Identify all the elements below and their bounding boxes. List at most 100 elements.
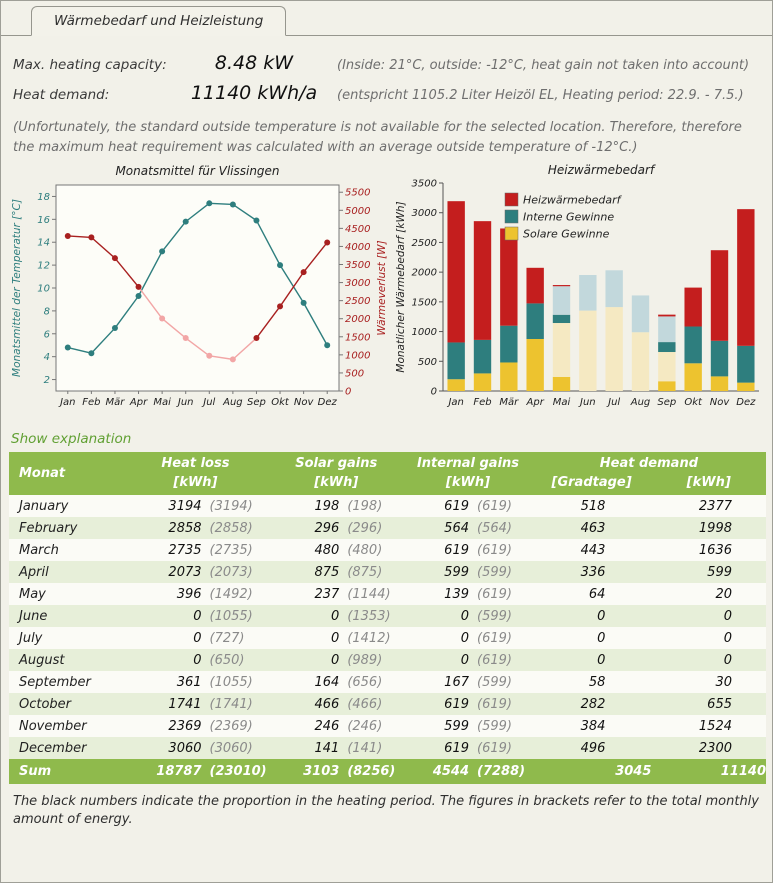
svg-text:3500: 3500 <box>345 260 370 271</box>
cell-gradtage: 463 <box>580 521 606 536</box>
svg-text:Jul: Jul <box>606 397 620 408</box>
demand-note: (entspricht 1105.2 Liter Heizöl EL, Heat… <box>337 88 744 103</box>
svg-text:1000: 1000 <box>411 327 436 338</box>
legend-label: Interne Gewinne <box>523 211 614 224</box>
table-row: November 2369 (2369) 246 (246) 599 (599) 384 152… <box>9 715 766 737</box>
unit-gradtage: [Gradtage] <box>531 475 652 495</box>
svg-text:Jan: Jan <box>446 397 463 408</box>
svg-text:Apr: Apr <box>129 397 148 408</box>
legend-swatch <box>504 209 518 224</box>
cell-demand: 2377 <box>698 499 732 514</box>
cell-loss-bracket: (727) <box>209 631 245 646</box>
sum-loss: 18787 <box>122 759 202 784</box>
sum-solar-bracket: (8256) <box>339 759 405 784</box>
sum-gradtage: 3045 <box>531 759 652 784</box>
cell-internal: 0 <box>460 653 469 668</box>
sum-solar: 3103 <box>268 759 340 784</box>
svg-text:Wärmeverlust [W]: Wärmeverlust [W] <box>376 240 388 335</box>
table-unit-header-row: [kWh] [kWh] [kWh] [Gradtage] [kWh] <box>9 475 766 495</box>
cell-solar-bracket: (1144) <box>347 587 391 602</box>
cell-internal-bracket: (599) <box>477 675 512 690</box>
cell-solar-bracket: (1412) <box>347 631 391 646</box>
demand-label: Heat demand: <box>13 87 110 103</box>
cell-gradtage: 0 <box>597 653 606 668</box>
cell-month: July <box>19 631 43 646</box>
col-header-monat: Monat <box>9 452 123 495</box>
cell-month: April <box>19 565 49 580</box>
svg-text:Mär: Mär <box>499 397 519 408</box>
cell-demand: 20 <box>715 587 732 602</box>
cell-solar-bracket: (875) <box>347 565 383 580</box>
table-row: April 2073 (2073) 875 (875) 599 (599) 336 599 <box>9 561 766 583</box>
cell-loss: 2369 <box>168 719 202 734</box>
svg-text:Okt: Okt <box>684 397 703 408</box>
cell-solar-bracket: (141) <box>347 741 383 756</box>
cell-loss-bracket: (2735) <box>209 543 253 558</box>
table-row: February 2858 (2858) 296 (296) 564 (564) 463 199… <box>9 517 766 539</box>
cell-month: December <box>19 741 87 756</box>
cell-demand: 1636 <box>698 543 732 558</box>
cell-internal-bracket: (619) <box>477 543 512 558</box>
col-header-internal-gains: Internal gains <box>404 452 532 475</box>
svg-text:3000: 3000 <box>411 208 436 219</box>
cell-demand: 0 <box>723 609 732 624</box>
heat-demand-stacked-bar-chart: Heizwärmebedarf 0 500 1000 1500 2000 2500 3000 3… <box>395 163 759 408</box>
cell-internal: 564 <box>444 521 469 536</box>
cell-loss: 1741 <box>168 697 202 712</box>
svg-text:Nov: Nov <box>294 397 315 408</box>
tab-bar: Wärmebedarf und Heizleistung <box>1 1 772 36</box>
cell-loss-bracket: (3060) <box>209 741 253 756</box>
cell-internal: 139 <box>444 587 469 602</box>
svg-text:Feb: Feb <box>82 397 100 408</box>
svg-text:1500: 1500 <box>345 332 370 343</box>
cell-solar: 237 <box>314 587 340 602</box>
cell-solar-bracket: (656) <box>347 675 383 690</box>
cell-loss: 2858 <box>168 521 202 536</box>
cell-solar: 164 <box>314 675 340 690</box>
cell-loss-bracket: (1055) <box>209 609 253 624</box>
cell-demand: 1524 <box>698 719 732 734</box>
svg-text:14: 14 <box>37 238 50 249</box>
cell-month: January <box>19 499 69 514</box>
svg-text:Jan: Jan <box>58 397 75 408</box>
svg-text:Sep: Sep <box>657 397 676 408</box>
cell-solar-bracket: (1353) <box>347 609 391 624</box>
cell-gradtage: 336 <box>580 565 606 580</box>
svg-text:Monatlicher Wärmebedarf [kWh]: Monatlicher Wärmebedarf [kWh] <box>395 201 407 372</box>
show-explanation-link[interactable]: Show explanation <box>11 431 132 447</box>
svg-text:500: 500 <box>345 368 364 379</box>
table-row: January 3194 (3194) 198 (198) 619 (619) 518 2377 <box>9 495 766 517</box>
col-header-heat-demand: Heat demand <box>531 452 766 475</box>
svg-text:Sep: Sep <box>247 397 266 408</box>
demand-value: 11140 kWh/a <box>190 82 318 104</box>
svg-text:12: 12 <box>37 261 50 272</box>
svg-text:18: 18 <box>37 192 50 203</box>
table-row: August 0 (650) 0 (989) 0 (619) 0 0 <box>9 649 766 671</box>
cell-demand: 0 <box>723 653 732 668</box>
svg-text:500: 500 <box>417 357 436 368</box>
cell-internal-bracket: (619) <box>477 587 512 602</box>
cell-internal-bracket: (619) <box>477 741 512 756</box>
capacity-note: (Inside: 21°C, outside: -12°C, heat gain… <box>337 58 750 73</box>
cell-demand: 599 <box>707 565 732 580</box>
cell-gradtage: 0 <box>597 631 606 646</box>
cell-solar-bracket: (246) <box>347 719 383 734</box>
capacity-value: 8.48 kW <box>214 52 294 74</box>
cell-internal: 167 <box>444 675 469 690</box>
tab-waermebedarf-heizleistung[interactable]: Wärmebedarf und Heizleistung <box>31 6 287 36</box>
capacity-label: Max. heating capacity: <box>13 57 167 73</box>
sum-demand: 11140 <box>651 759 766 784</box>
svg-text:Mär: Mär <box>106 397 126 408</box>
svg-text:Jun: Jun <box>176 397 194 408</box>
cell-internal: 0 <box>460 609 469 624</box>
col-header-solar-gains: Solar gains <box>268 452 405 475</box>
cell-solar: 198 <box>314 499 340 514</box>
cell-internal: 599 <box>444 719 469 734</box>
cell-gradtage: 443 <box>580 543 606 558</box>
cell-internal-bracket: (599) <box>477 719 512 734</box>
cell-month: June <box>19 609 48 624</box>
cell-gradtage: 282 <box>580 697 606 712</box>
table-body: January 3194 (3194) 198 (198) 619 (619) 518 2377… <box>9 495 766 759</box>
cell-loss-bracket: (2858) <box>209 521 253 536</box>
table-row: December 3060 (3060) 141 (141) 619 (619) 496 230… <box>9 737 766 759</box>
